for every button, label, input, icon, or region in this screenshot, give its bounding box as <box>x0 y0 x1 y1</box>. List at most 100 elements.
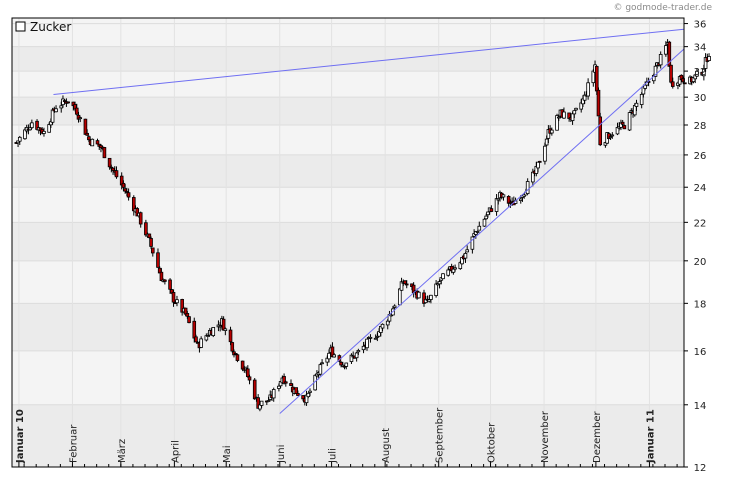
candle-body <box>354 352 359 359</box>
y-tick-label: 18 <box>694 299 707 310</box>
candle-body <box>670 81 675 87</box>
y-tick-label: 26 <box>694 151 707 162</box>
legend-swatch <box>15 21 26 32</box>
candle-body <box>403 280 407 285</box>
candle-body <box>289 383 293 386</box>
candle-body <box>482 218 487 227</box>
candle-body <box>59 105 64 109</box>
candle-body <box>332 354 336 358</box>
x-tick-label: August <box>381 428 392 463</box>
candle-body <box>683 82 687 85</box>
candle-body <box>271 389 276 399</box>
candle-body <box>653 65 658 77</box>
candle-body <box>570 113 575 121</box>
candle-body <box>30 122 34 129</box>
candle-body <box>494 198 499 212</box>
candle-body <box>194 336 198 343</box>
y-tick-label: 12 <box>694 463 707 474</box>
x-axis: Januar 10 Februar März April Mai Juni Juli Augu… <box>11 407 678 467</box>
candle-body <box>327 352 331 360</box>
candle-body <box>138 212 143 225</box>
candle-body <box>107 157 112 168</box>
candle-body <box>78 117 83 120</box>
plot-frame <box>11 17 685 468</box>
candle-body <box>536 161 540 169</box>
candle-body <box>470 236 475 250</box>
candle-body <box>266 400 271 402</box>
y-tick-label: 24 <box>694 183 707 194</box>
candle-body <box>102 147 107 159</box>
candle-body <box>594 66 599 92</box>
candle-body <box>441 273 445 280</box>
candle-body <box>90 138 95 147</box>
grid-band <box>12 46 684 72</box>
y-tick-label: 28 <box>694 121 707 132</box>
x-tick-label: Februar <box>68 424 79 463</box>
y-tick-label: 20 <box>694 257 707 268</box>
candle-body <box>87 136 91 141</box>
candle-body <box>66 101 70 104</box>
candlestick-series <box>14 39 711 412</box>
candle-body <box>446 269 450 276</box>
candle-body <box>610 134 615 137</box>
candle-body <box>598 116 603 146</box>
candle-body <box>622 125 627 130</box>
x-tick-label: Oktober <box>487 422 498 463</box>
candle-body <box>484 215 489 220</box>
candle-body <box>669 64 673 83</box>
candle-body <box>627 112 632 131</box>
candle-body <box>404 283 409 286</box>
grid-band <box>12 154 684 188</box>
candle-body <box>144 222 148 236</box>
candle-body <box>525 181 530 194</box>
y-tick-label: 34 <box>694 43 707 54</box>
x-tick-label: Mai <box>222 445 233 463</box>
candle-body <box>344 362 349 367</box>
candle-body <box>123 188 127 192</box>
grid-band <box>12 404 684 467</box>
candle-body <box>501 194 506 198</box>
candle-body <box>147 233 152 239</box>
candle-body <box>149 238 153 247</box>
candle-body <box>434 283 438 297</box>
x-tick-label: Januar 10 <box>15 409 26 464</box>
candle-body <box>159 271 164 282</box>
candle-body <box>361 345 366 351</box>
candle-body <box>417 291 421 299</box>
candle-body <box>477 225 482 231</box>
candle-body <box>453 267 457 270</box>
candle-body <box>156 252 160 268</box>
candle-body <box>185 313 190 317</box>
candle-body <box>277 385 281 389</box>
candle-body <box>544 138 549 146</box>
candle-body <box>47 124 51 133</box>
candle-body <box>695 70 699 77</box>
grid-band <box>12 222 684 261</box>
candle-body <box>296 393 300 396</box>
grid-bands <box>12 46 684 467</box>
x-tick-label: November <box>540 410 551 463</box>
source-credit: © godmode-trader.de <box>613 3 712 13</box>
candle-body <box>230 342 235 352</box>
candle-body <box>50 109 55 123</box>
candle-body <box>228 329 233 343</box>
candle-body <box>252 379 257 400</box>
candle-body <box>199 338 203 348</box>
candle-body <box>175 299 179 304</box>
candle-body <box>556 116 561 119</box>
candle-body <box>572 110 577 115</box>
candle-body <box>639 93 644 105</box>
candle-body <box>368 336 373 339</box>
candle-body <box>608 136 613 138</box>
candle-body <box>223 328 228 331</box>
candle-body <box>437 281 442 285</box>
candle-body <box>17 136 22 142</box>
candle-body <box>596 89 601 117</box>
candle-body <box>114 170 119 178</box>
candle-body <box>451 268 456 273</box>
y-tick-label: 22 <box>694 218 707 229</box>
x-tick-label: April <box>170 440 181 463</box>
candle-body <box>463 253 468 259</box>
candle-body <box>168 279 172 290</box>
